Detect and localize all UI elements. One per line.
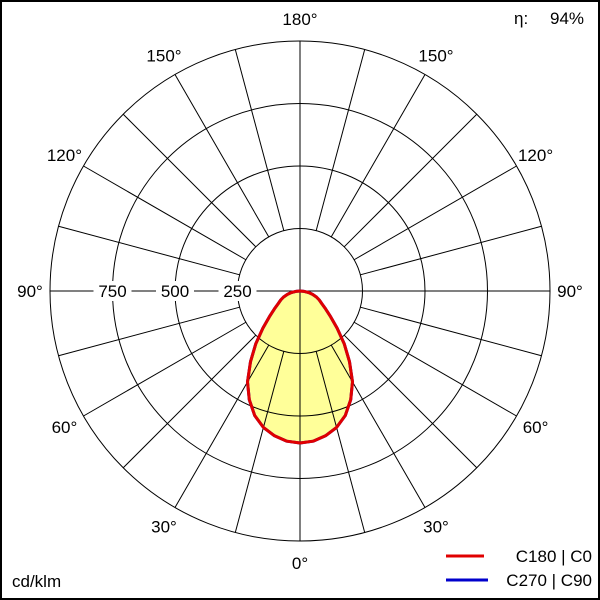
grid-spoke-135 bbox=[122, 113, 257, 248]
grid-spoke-15 bbox=[234, 351, 285, 533]
angle-label-90: 90° bbox=[17, 282, 43, 301]
radial-label-bg bbox=[156, 281, 194, 301]
grid-spoke-120 bbox=[353, 165, 517, 261]
grid-spoke-105 bbox=[360, 225, 542, 276]
legend-label-c180-c0: C180 | C0 bbox=[516, 547, 592, 566]
angle-label-180: 180° bbox=[282, 10, 317, 29]
efficiency-label: η: bbox=[514, 9, 528, 28]
unit-label: cd/klm bbox=[12, 572, 61, 591]
grid-spoke-75 bbox=[58, 306, 240, 357]
grid-spoke-30 bbox=[174, 344, 270, 508]
radial-tick-label: 500 bbox=[161, 282, 189, 301]
grid-spoke-30 bbox=[330, 344, 426, 508]
radial-tick-label: 250 bbox=[223, 282, 251, 301]
grid-spoke-105 bbox=[58, 225, 240, 276]
grid-spoke-45 bbox=[122, 334, 257, 469]
angle-label-30: 30° bbox=[423, 518, 449, 537]
radial-label-bg bbox=[218, 281, 257, 301]
angle-label-60: 60° bbox=[523, 418, 549, 437]
grid-spoke-60 bbox=[83, 321, 247, 417]
legend-label-c270-c90: C270 | C90 bbox=[506, 571, 592, 590]
grid-spoke-60 bbox=[353, 321, 517, 417]
grid-spoke-150 bbox=[330, 74, 426, 238]
grid-spoke-15 bbox=[315, 351, 366, 533]
angle-label-120: 120° bbox=[518, 146, 553, 165]
angle-label-150: 150° bbox=[418, 46, 453, 65]
grid-spoke-150 bbox=[174, 74, 270, 238]
efficiency-value: 94% bbox=[550, 9, 584, 28]
angle-label-120: 120° bbox=[47, 146, 82, 165]
grid-spoke-75 bbox=[360, 306, 542, 357]
angle-label-0: 0° bbox=[292, 554, 308, 573]
angle-label-60: 60° bbox=[52, 418, 78, 437]
grid-spoke-165 bbox=[234, 49, 285, 231]
grid-spoke-120 bbox=[83, 165, 247, 261]
radial-label-bg bbox=[93, 281, 132, 301]
grid-spoke-135 bbox=[343, 113, 478, 248]
angle-label-90: 90° bbox=[557, 282, 583, 301]
angle-label-30: 30° bbox=[151, 518, 177, 537]
grid-spoke-45 bbox=[343, 334, 478, 469]
grid-spoke-165 bbox=[315, 49, 366, 231]
curve-C180-C0 bbox=[246, 289, 354, 445]
angle-label-150: 150° bbox=[146, 46, 181, 65]
radial-tick-label: 750 bbox=[98, 282, 126, 301]
